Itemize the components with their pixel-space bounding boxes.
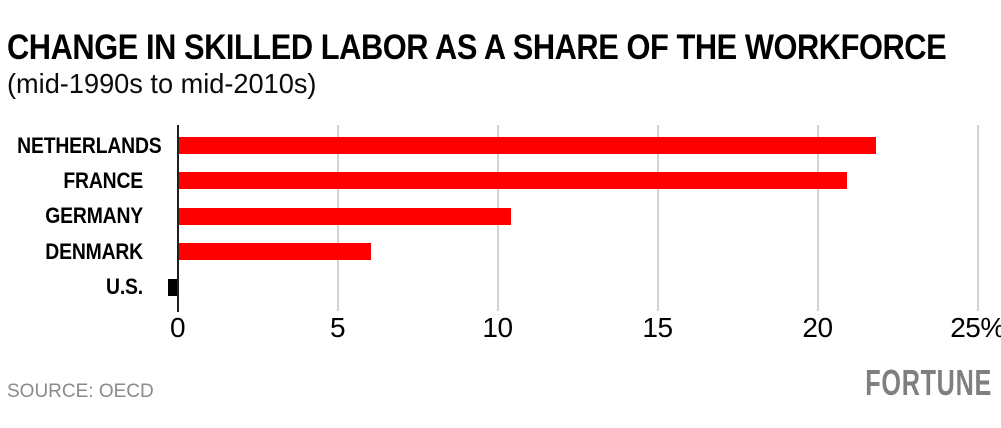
category-label: U.S. — [106, 274, 143, 300]
bar-france — [178, 172, 848, 190]
chart-subtitle: (mid-1990s to mid-2010s) — [7, 68, 317, 99]
x-tick-label: 0 — [169, 312, 186, 343]
x-tick-label: 10 — [482, 312, 513, 343]
category-label: GERMANY — [45, 203, 144, 229]
bar-us — [167, 278, 178, 296]
x-tick-label: 15 — [642, 312, 673, 343]
bar-netherlands — [178, 137, 877, 154]
chart-title: CHANGE IN SKILLED LABOR AS A SHARE OF TH… — [7, 28, 947, 67]
source-label: SOURCE: OECD — [7, 381, 154, 402]
x-tick-label: 20 — [802, 312, 833, 343]
gridline-25 — [976, 125, 979, 311]
fortune-logo: FORTUNE — [865, 362, 992, 403]
zero-axis-line — [176, 125, 179, 312]
gridline-15 — [656, 125, 659, 311]
category-label: DENMARK — [45, 238, 143, 264]
bar-germany — [178, 207, 512, 225]
category-label: FRANCE — [63, 167, 143, 193]
x-tick-label: 25% — [950, 312, 1001, 343]
category-label: NETHERLANDS — [17, 132, 162, 158]
gridline-20 — [816, 125, 819, 311]
x-tick-label: 5 — [329, 312, 346, 343]
bar-denmark — [178, 243, 371, 261]
